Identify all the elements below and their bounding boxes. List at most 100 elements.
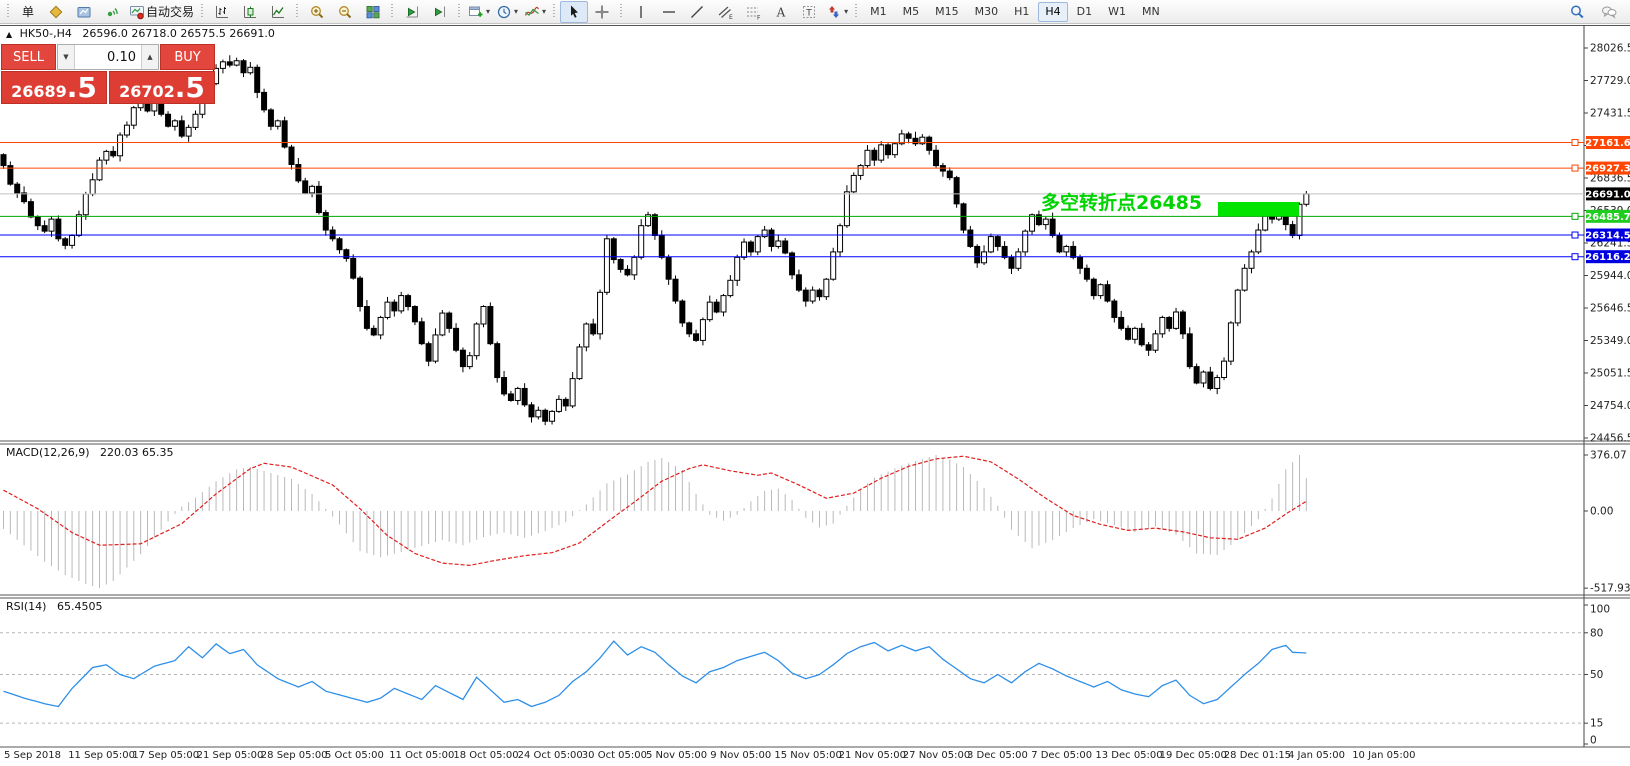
candle-body [905,133,912,139]
time-axis-label: 9 Nov 05:00 [710,750,771,761]
candle-body [1248,251,1255,269]
timeframe-m5-button[interactable]: M5 [902,5,920,18]
candle-body [370,327,377,336]
toolbar-grip [853,4,859,19]
new-chart-button[interactable]: ▾ [465,1,493,23]
hline-handle[interactable] [1571,164,1579,172]
arrows-button[interactable]: ▾ [823,1,851,23]
search-button[interactable] [1563,1,1591,23]
candle-body [658,235,665,258]
horizontal-line-button[interactable] [655,1,683,23]
candle-body [1152,333,1159,351]
new-order-button[interactable]: 单 [14,1,42,23]
candle-body [562,398,569,407]
candle-body [1029,214,1036,232]
timeframe-w1-button[interactable]: W1 [1108,5,1126,18]
sell-button[interactable]: SELL [1,44,56,70]
time-axis-label: 21 Nov 05:00 [839,750,906,761]
auto-scroll-button[interactable] [426,1,454,23]
candle-body [638,225,645,258]
candle-body [480,306,487,325]
candle-body [405,295,412,308]
scroll-to-end-button[interactable] [398,1,426,23]
candle-body [734,256,741,281]
candle-body [398,295,405,312]
chart-profile-button[interactable] [70,1,98,23]
volume-value[interactable]: 0.10 [107,49,136,65]
tile-windows-button[interactable] [359,1,387,23]
text-label-button[interactable]: T [795,1,823,23]
candle-body [775,240,782,247]
hline-handle[interactable] [1571,253,1579,261]
time-axis-label: 4 Jan 05:00 [1288,750,1345,761]
cursor-button[interactable] [560,0,589,23]
chevron-down-icon[interactable]: ▾ [486,7,491,16]
vertical-line-button[interactable] [627,1,655,23]
channel-button[interactable]: E [711,1,739,23]
trend-icon [691,5,704,18]
candle-body [1056,235,1063,253]
zoom-in-button[interactable] [303,1,331,23]
candle-body [55,218,62,240]
price-tick-label: 26836.5 [1590,173,1630,185]
chevron-down-icon[interactable]: ▾ [514,7,519,16]
hline-handle[interactable] [1571,231,1579,239]
chevron-down-icon[interactable]: ▾ [542,7,547,16]
candle-icon [244,5,257,18]
timeframe-mn-button[interactable]: MN [1141,5,1160,18]
candle-body [233,60,240,66]
periods-button[interactable]: ▾ [493,1,521,23]
price-label-box [1586,209,1630,223]
fibonacci-button[interactable]: F [739,1,767,23]
candle-body [583,323,590,348]
volume-increase-button[interactable]: ▲ [141,45,158,69]
trendline-button[interactable] [683,1,711,23]
candle-body [706,301,713,321]
chat-button[interactable] [1595,1,1623,23]
timeframe-m1-button[interactable]: M1 [870,5,887,18]
candle-body [1179,311,1186,335]
time-axis-label: 13 Dec 05:00 [1095,750,1162,761]
line-chart-button[interactable] [264,1,292,23]
candle-body [549,410,556,422]
timeframe-m15-button[interactable]: M15 [935,5,959,18]
candle-body [363,306,370,329]
candle-body [501,377,508,395]
timeframe-h1-button[interactable]: H1 [1014,5,1030,18]
candle-body [919,136,926,145]
sell-price[interactable]: 26689.5 [1,71,107,104]
zoom-out-button[interactable] [331,1,359,23]
candle-body [1097,284,1104,297]
volume-decrease-button[interactable]: ▼ [58,45,75,69]
hline-handle[interactable] [1571,138,1579,146]
buy-price[interactable]: 26702.5 [109,71,215,104]
pivot-annotation-text: 多空转折点26485 [1041,192,1203,214]
hline-handle[interactable] [1571,212,1579,220]
bar-chart-button[interactable] [208,1,236,23]
candle-body [34,216,41,227]
chevron-down-icon[interactable]: ▾ [844,7,849,16]
candlestick-chart-button[interactable] [236,1,264,23]
candle-body [590,323,597,335]
timeframe-h4-button[interactable]: H4 [1038,1,1068,22]
candle-body [27,201,34,218]
gold-diamond-icon [49,5,63,18]
candle-body [761,229,768,238]
candle-body [1289,224,1296,237]
bars-icon [216,5,229,18]
candle-body [1070,245,1077,258]
crosshair-button[interactable] [588,1,616,23]
cursor-icon [571,5,579,18]
auto-trading-button[interactable]: 自动交易 [126,1,197,23]
candle-body [898,133,905,145]
indicators-button[interactable]: ▾ [521,1,549,23]
text-button[interactable]: A [767,1,795,23]
macd-tick-label: 376.07 [1590,450,1627,462]
signals-button[interactable] [98,1,126,23]
candle-body [453,327,460,351]
buy-button[interactable]: BUY [160,44,215,70]
timeframe-d1-button[interactable]: D1 [1076,5,1093,18]
timeframe-m30-button[interactable]: M30 [974,5,999,18]
workspace-button[interactable] [42,1,70,23]
